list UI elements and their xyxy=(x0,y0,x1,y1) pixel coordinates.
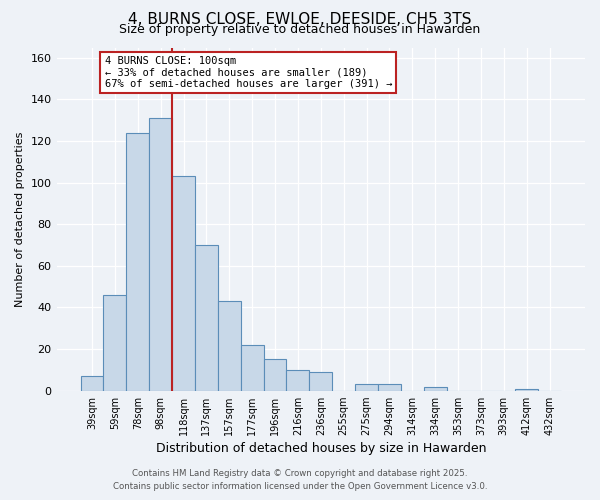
Bar xyxy=(241,345,263,391)
Bar xyxy=(103,295,127,390)
Y-axis label: Number of detached properties: Number of detached properties xyxy=(15,132,25,307)
Bar xyxy=(127,133,149,390)
Bar xyxy=(172,176,195,390)
Text: Size of property relative to detached houses in Hawarden: Size of property relative to detached ho… xyxy=(119,22,481,36)
X-axis label: Distribution of detached houses by size in Hawarden: Distribution of detached houses by size … xyxy=(155,442,486,455)
Text: 4, BURNS CLOSE, EWLOE, DEESIDE, CH5 3TS: 4, BURNS CLOSE, EWLOE, DEESIDE, CH5 3TS xyxy=(128,12,472,28)
Bar xyxy=(515,388,538,390)
Text: Contains HM Land Registry data © Crown copyright and database right 2025.
Contai: Contains HM Land Registry data © Crown c… xyxy=(113,470,487,491)
Bar xyxy=(424,386,446,390)
Bar xyxy=(263,360,286,390)
Bar xyxy=(218,302,241,390)
Bar xyxy=(80,376,103,390)
Bar xyxy=(355,384,378,390)
Text: 4 BURNS CLOSE: 100sqm
← 33% of detached houses are smaller (189)
67% of semi-det: 4 BURNS CLOSE: 100sqm ← 33% of detached … xyxy=(104,56,392,89)
Bar xyxy=(149,118,172,390)
Bar xyxy=(286,370,310,390)
Bar xyxy=(195,245,218,390)
Bar xyxy=(378,384,401,390)
Bar xyxy=(310,372,332,390)
